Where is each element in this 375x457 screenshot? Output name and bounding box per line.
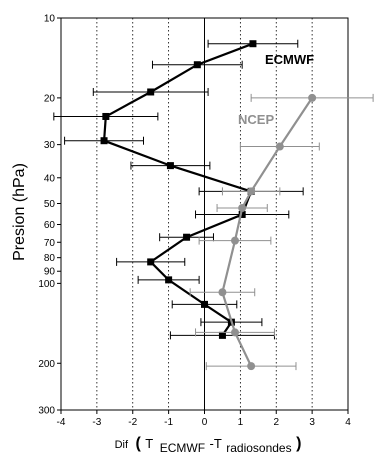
y-tick-label: 200 xyxy=(38,359,55,370)
y-tick-label: 80 xyxy=(44,253,56,264)
ecmwf-point xyxy=(193,61,201,69)
x-axis-label-sub1: ECMWF xyxy=(160,441,205,455)
x-tick-label: -1 xyxy=(164,417,173,428)
x-tick-label: 3 xyxy=(309,417,315,428)
ecmwf-line xyxy=(102,42,254,337)
ecmwf-point xyxy=(238,210,246,218)
ecmwf-point xyxy=(166,162,174,170)
x-tick-label: 1 xyxy=(238,417,244,428)
ncep-line xyxy=(221,97,314,367)
x-axis-label-t1: T xyxy=(145,436,153,451)
x-axis-label-open-paren: ( xyxy=(136,435,142,452)
x-tick-label: -4 xyxy=(57,417,66,428)
ncep-point xyxy=(308,93,317,102)
ecmwf-point xyxy=(201,300,208,308)
ncep-point xyxy=(230,328,239,337)
ecmwf-point xyxy=(147,258,155,266)
x-axis-label-close-paren: ) xyxy=(296,435,301,452)
x-axis-label-dash-t: -T xyxy=(209,436,221,451)
x-tick-label: 2 xyxy=(273,417,279,428)
ncep-point xyxy=(218,288,227,297)
ncep-point xyxy=(247,187,256,196)
y-tick-label: 10 xyxy=(44,14,56,25)
x-tick-label: -3 xyxy=(92,417,101,428)
ecmwf-point xyxy=(147,88,155,96)
y-tick-label: 30 xyxy=(44,140,56,151)
ncep-point xyxy=(275,142,284,151)
x-tick-label: -2 xyxy=(128,417,137,428)
ecmwf-point xyxy=(218,331,226,339)
y-tick-label: 50 xyxy=(44,199,56,210)
x-axis-label: Dif ( T ECMWF -T radiosondes ) xyxy=(115,435,302,456)
y-tick-label: 70 xyxy=(44,238,56,249)
y-tick-label: 300 xyxy=(38,406,55,417)
x-tick-label: 4 xyxy=(345,417,351,428)
y-tick-label: 100 xyxy=(38,279,55,290)
ncep-point xyxy=(238,204,247,213)
ecmwf-series-label: ECMWF xyxy=(265,52,314,67)
ecmwf-point xyxy=(249,40,257,48)
ecmwf-point xyxy=(100,137,108,145)
y-tick-label: 60 xyxy=(44,220,56,231)
x-tick-label: 0 xyxy=(202,417,208,428)
y-axis-label: Presion (hPa) xyxy=(11,163,28,261)
x-axis-label-prefix: Dif xyxy=(115,439,129,451)
ncep-series-label: NCEP xyxy=(238,112,274,127)
ncep-point xyxy=(247,362,256,371)
ncep-point xyxy=(230,236,239,245)
ecmwf-point xyxy=(165,276,173,284)
y-tick-label: 40 xyxy=(44,173,56,184)
x-axis-label-sub2: radiosondes xyxy=(226,441,291,455)
ecmwf-point xyxy=(102,112,110,120)
y-tick-label: 90 xyxy=(44,267,56,278)
y-tick-label: 20 xyxy=(44,93,56,104)
ecmwf-point xyxy=(183,233,191,241)
